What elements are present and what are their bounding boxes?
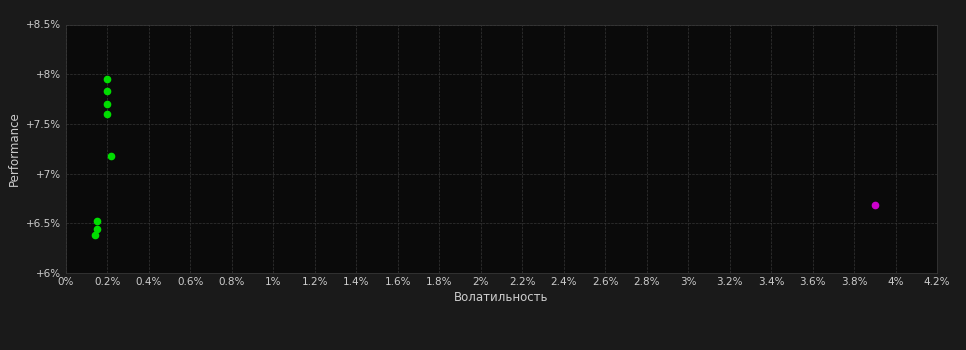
X-axis label: Волатильность: Волатильность <box>454 291 549 304</box>
Y-axis label: Performance: Performance <box>8 111 21 186</box>
